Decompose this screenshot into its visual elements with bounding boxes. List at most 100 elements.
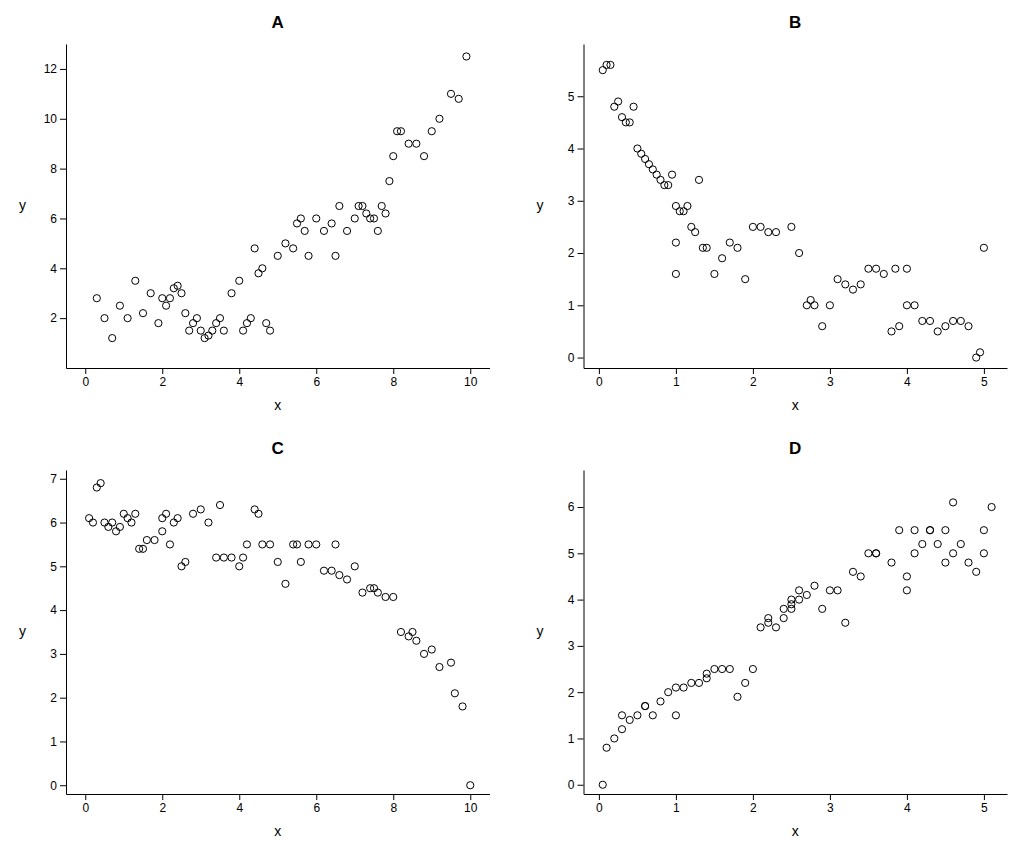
x-axis-title: x <box>792 397 799 413</box>
tick-label: 4 <box>904 375 911 389</box>
point <box>665 689 672 696</box>
point <box>749 223 756 230</box>
points <box>93 53 470 342</box>
tick-label: 8 <box>50 162 57 176</box>
tick-label: 0 <box>596 375 603 389</box>
tick: 6 <box>313 794 320 815</box>
tick: 2 <box>750 368 757 389</box>
point <box>351 215 358 222</box>
point <box>451 690 458 697</box>
tick-mark <box>60 741 66 742</box>
axis-line <box>584 794 1008 795</box>
point <box>290 245 297 252</box>
point <box>703 244 710 251</box>
point <box>259 265 266 272</box>
point <box>382 210 389 217</box>
point <box>672 202 679 209</box>
tick: 4 <box>236 368 243 389</box>
point <box>109 334 116 341</box>
point <box>374 227 381 234</box>
point <box>684 202 691 209</box>
title: B <box>789 13 801 32</box>
point <box>703 670 710 677</box>
point <box>645 161 652 168</box>
point <box>857 281 864 288</box>
point <box>803 302 810 309</box>
tick: 0 <box>50 779 66 793</box>
point <box>363 210 370 217</box>
tick-mark <box>60 610 66 611</box>
point <box>749 665 756 672</box>
tick: 4 <box>50 603 66 617</box>
point <box>642 155 649 162</box>
point <box>105 523 112 530</box>
point <box>166 541 173 548</box>
point <box>463 53 470 60</box>
tick-mark <box>578 692 584 693</box>
y-axis: 24681012 <box>44 45 67 369</box>
point <box>665 181 672 188</box>
tick: 6 <box>50 212 66 226</box>
point <box>811 302 818 309</box>
x-axis: 0246810 <box>67 794 491 815</box>
point <box>274 252 281 259</box>
point <box>819 605 826 612</box>
tick: 5 <box>981 368 988 389</box>
point <box>343 227 350 234</box>
tick-mark <box>60 318 66 319</box>
point <box>796 249 803 256</box>
tick-label: 5 <box>568 90 575 104</box>
point <box>132 277 139 284</box>
point <box>251 506 258 513</box>
point <box>911 527 918 534</box>
panel: 0123450123456Dxy <box>537 439 1008 839</box>
tick-label: 6 <box>313 801 320 815</box>
point <box>128 519 135 526</box>
point <box>873 550 880 557</box>
tick-mark <box>578 646 584 647</box>
axis-line <box>67 794 491 795</box>
point <box>178 290 185 297</box>
tick: 3 <box>50 647 66 661</box>
point <box>599 67 606 74</box>
tick: 4 <box>50 262 66 276</box>
tick-label: 0 <box>50 779 57 793</box>
point <box>86 515 93 522</box>
tick-mark <box>60 654 66 655</box>
tick-mark <box>578 201 584 202</box>
point <box>842 281 849 288</box>
tick: 2 <box>568 686 584 700</box>
tick-mark <box>578 553 584 554</box>
point <box>159 515 166 522</box>
point <box>796 596 803 603</box>
point <box>332 252 339 259</box>
point <box>116 523 123 530</box>
tick-label: 1 <box>673 801 680 815</box>
point <box>807 296 814 303</box>
axis-line <box>67 368 491 369</box>
point <box>611 735 618 742</box>
point <box>93 295 100 302</box>
point <box>742 679 749 686</box>
tick: 8 <box>50 162 66 176</box>
tick-mark <box>907 368 908 374</box>
point <box>159 528 166 535</box>
tick-label: 2 <box>159 375 166 389</box>
y-axis-title: y <box>19 197 26 213</box>
tick: 1 <box>673 368 680 389</box>
tick-label: 0 <box>568 778 575 792</box>
tick-label: 0 <box>82 801 89 815</box>
point <box>780 615 787 622</box>
point <box>124 515 131 522</box>
tick: 4 <box>904 368 911 389</box>
tick-label: 2 <box>50 691 57 705</box>
point <box>297 215 304 222</box>
point <box>719 255 726 262</box>
point <box>772 624 779 631</box>
point <box>147 290 154 297</box>
point <box>919 317 926 324</box>
tick: 0 <box>568 351 584 365</box>
panel: 024681024681012Axy <box>19 13 490 413</box>
point <box>220 327 227 334</box>
tick-label: 4 <box>236 801 243 815</box>
